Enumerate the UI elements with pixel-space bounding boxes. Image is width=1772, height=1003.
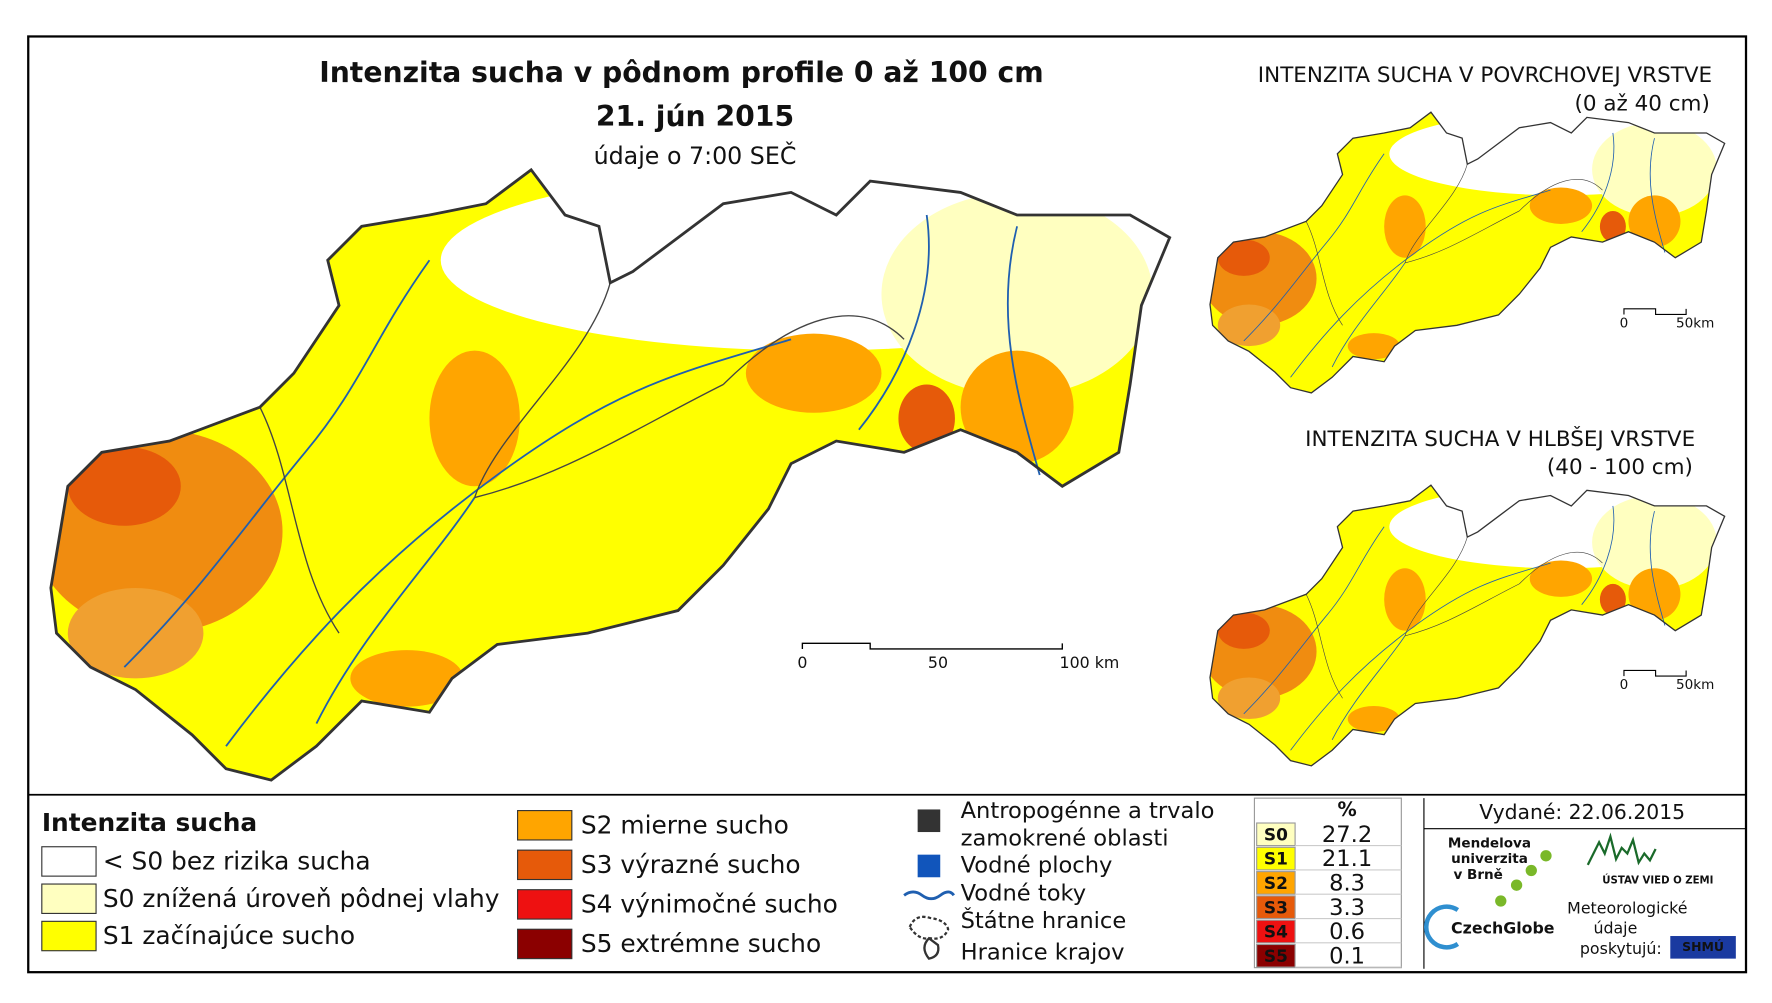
legend-other: Štátne hranice <box>961 906 1127 934</box>
mendel-logo: v Brně <box>1453 867 1502 883</box>
inset-subtitle: (0 až 40 cm) <box>1575 91 1710 116</box>
inset-title: INTENZITA SUCHA V HLBŠEJ VRSTVE <box>1305 426 1695 452</box>
table-class-cell <box>1256 871 1296 895</box>
legend-label: S0 znížená úroveň pôdnej vlahy <box>103 884 500 913</box>
main-map <box>34 170 1187 780</box>
table-class-cell <box>1256 822 1296 847</box>
scale-label: 0 <box>1620 677 1629 693</box>
legend-other: Antropogénne a trvalo <box>961 798 1215 824</box>
scale-label: 100 km <box>1060 653 1120 672</box>
shmu-logo-box <box>1670 936 1736 959</box>
scale-label: 0 <box>797 653 807 672</box>
inset-deep-map <box>1202 485 1732 766</box>
czechglobe-logo: CzechGlobe <box>1451 919 1554 938</box>
legend-swatch <box>517 849 573 881</box>
legend-label: S4 výnimočné sucho <box>581 890 838 919</box>
legend-title: Intenzita sucha <box>42 808 257 837</box>
meteo: údaje <box>1593 919 1637 938</box>
table-class-cell <box>1256 895 1296 920</box>
water-icon <box>917 854 941 878</box>
main-title: Intenzita sucha v pôdnom profile 0 až 10… <box>319 56 1044 89</box>
table-value: 8.3 <box>1329 871 1365 897</box>
legend-other: Vodné plochy <box>961 852 1113 878</box>
table-class: S2 <box>1264 873 1288 893</box>
legend-label: S2 mierne sucho <box>581 810 789 839</box>
table-class: S1 <box>1264 849 1288 869</box>
meteo: Meteorologické <box>1567 898 1687 917</box>
table-class: S4 <box>1264 922 1288 942</box>
dots <box>1495 850 1552 907</box>
inset-subtitle: (40 - 100 cm) <box>1547 455 1693 480</box>
inset-title: INTENZITA SUCHA V POVRCHOVEJ VRSTVE <box>1258 63 1712 88</box>
scale-label: 0 <box>1620 316 1629 332</box>
border-icon <box>908 915 950 940</box>
main-note: údaje o 7:00 SEČ <box>594 142 797 170</box>
region-icon <box>923 936 940 960</box>
issued: Vydané: 22.06.2015 <box>1479 800 1685 824</box>
table-value: 3.3 <box>1329 895 1365 921</box>
scale-label: 50 <box>928 653 948 672</box>
table-value: 0.6 <box>1329 919 1365 945</box>
legend-swatch <box>517 928 573 960</box>
legend-label: < S0 bez rizika sucha <box>103 847 371 876</box>
mendel-logo: univerzita <box>1451 851 1528 867</box>
czechglobe-arc <box>1423 904 1460 950</box>
scale-bar <box>1623 669 1687 677</box>
legend-other: Hranice krajov <box>961 939 1125 965</box>
legend-swatch <box>517 889 573 920</box>
meteo: poskytujú: <box>1580 939 1662 958</box>
table-value: 21.1 <box>1322 846 1372 872</box>
mendel-logo: Mendelova <box>1448 835 1531 851</box>
inset-surface-map <box>1202 112 1732 393</box>
scale-label: 50km <box>1676 316 1714 332</box>
legend-swatch <box>41 883 97 914</box>
ustav-logo: ÚSTAV VIED O ZEMI <box>1602 874 1713 887</box>
ustav-logo-graph <box>1586 832 1657 866</box>
legend-swatch <box>517 810 573 841</box>
legend-other: zamokrené oblasti <box>961 825 1169 851</box>
main-date: 21. jún 2015 <box>596 100 794 133</box>
legend-label: S3 výrazné sucho <box>581 850 801 879</box>
scale-bar <box>801 642 1063 650</box>
legend-swatch <box>41 846 97 877</box>
scale-bar <box>1623 308 1687 316</box>
frame <box>27 35 1748 974</box>
legend-swatch <box>41 920 97 952</box>
legend-label: S1 začínajúce sucho <box>103 921 355 950</box>
table-class-cell <box>1256 919 1296 944</box>
table-class-cell <box>1256 943 1296 968</box>
scale-label: 50km <box>1676 677 1714 693</box>
shmu-logo: SHMÚ <box>1682 939 1724 954</box>
table-class: S3 <box>1264 897 1288 917</box>
table-header: % <box>1337 798 1356 821</box>
river-icon <box>903 890 955 901</box>
legend-label: S5 extrémne sucho <box>581 929 821 958</box>
table-class: S5 <box>1264 946 1288 966</box>
legend-other: Vodné toky <box>961 881 1087 907</box>
table-value: 27.2 <box>1322 822 1372 848</box>
table-class-cell <box>1256 846 1296 871</box>
table-class: S0 <box>1264 824 1288 844</box>
anthropogenic-icon <box>917 809 941 833</box>
table-value: 0.1 <box>1329 943 1365 969</box>
